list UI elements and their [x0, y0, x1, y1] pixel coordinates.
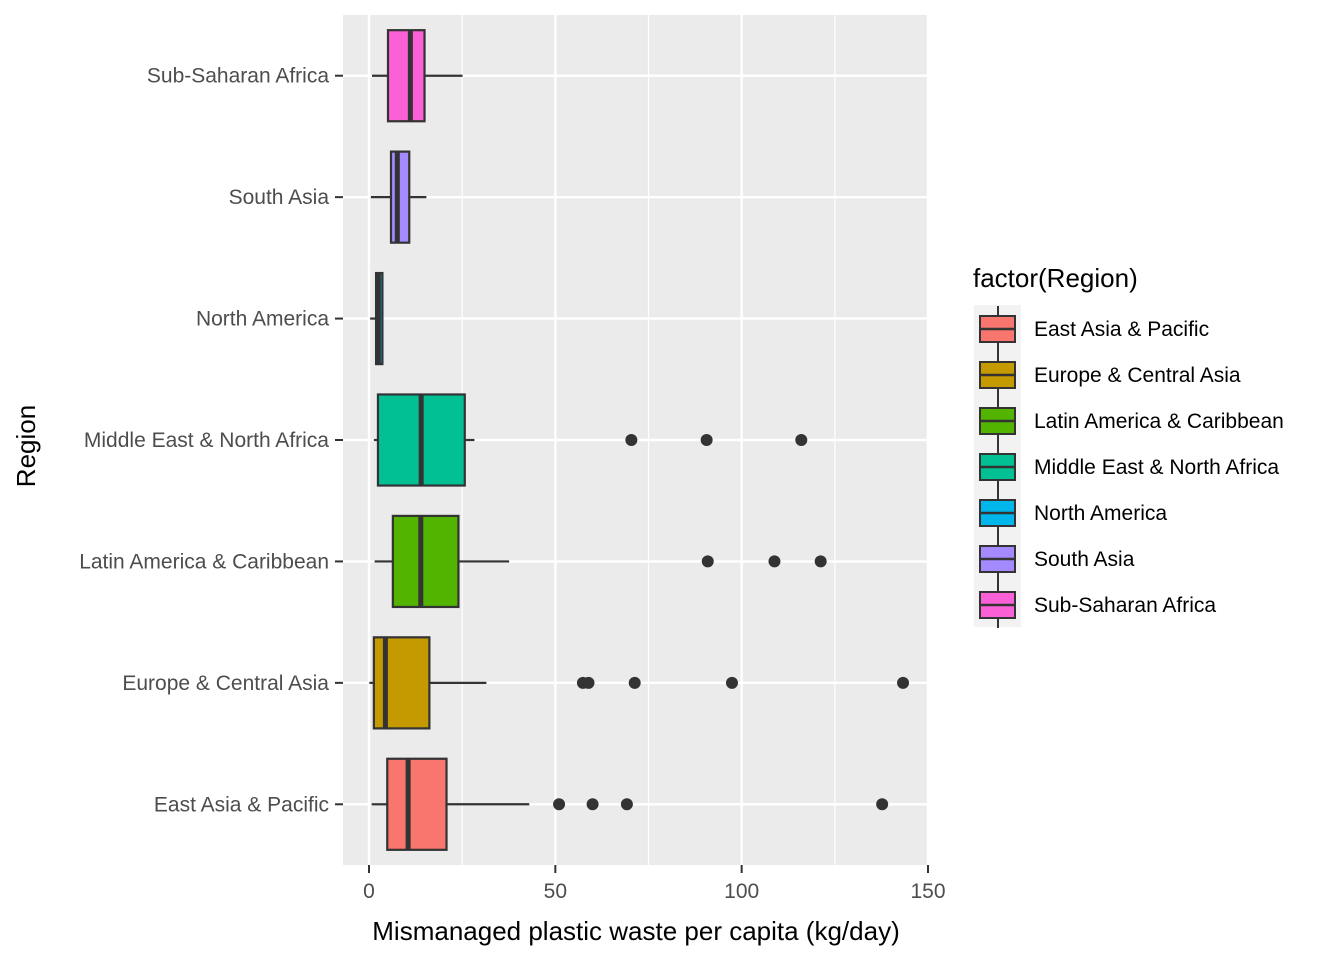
box-iqr: [372, 636, 431, 730]
legend-title: factor(Region): [973, 263, 1138, 293]
legend-item: Europe & Central Asia: [979, 352, 1241, 398]
legend-label: East Asia & Pacific: [1034, 318, 1209, 341]
x-axis: 0 50 100 150: [363, 865, 946, 903]
x-tick-label: 150: [910, 880, 945, 903]
x-tick-label: 0: [363, 880, 375, 903]
legend-label: Latin America & Caribbean: [1034, 410, 1284, 433]
legend-items: East Asia & Pacific Europe & Central Asia…: [979, 306, 1284, 628]
outlier-point: [897, 676, 910, 689]
outlier-point: [876, 798, 889, 811]
outlier-point: [586, 798, 599, 811]
outlier-point: [701, 555, 714, 568]
box-latin-america-caribbean: [374, 514, 827, 609]
legend-label: North America: [1034, 502, 1167, 525]
y-tick-label: South Asia: [229, 186, 330, 209]
y-tick-label: Europe & Central Asia: [122, 672, 329, 695]
legend-item: South Asia: [979, 536, 1135, 582]
outlier-point: [553, 798, 566, 811]
outlier-point: [628, 676, 641, 689]
outlier-point: [725, 676, 738, 689]
x-tick-label: 50: [544, 880, 567, 903]
y-tick-label: Middle East & North Africa: [84, 429, 329, 452]
y-tick-label: North America: [196, 308, 329, 331]
legend-item: Sub-Saharan Africa: [979, 582, 1216, 628]
legend-label: Middle East & North Africa: [1034, 456, 1279, 479]
legend-item: Latin America & Caribbean: [979, 398, 1284, 444]
box-south-asia: [370, 150, 427, 244]
legend-label: Europe & Central Asia: [1034, 364, 1241, 387]
legend-item: Middle East & North Africa: [979, 444, 1279, 490]
box-north-america: [370, 271, 384, 366]
outlier-point: [814, 555, 827, 568]
legend-item: North America: [979, 490, 1167, 536]
outlier-point: [700, 434, 713, 446]
outlier-point: [625, 434, 638, 446]
box-east-asia-pacific: [371, 757, 889, 851]
legend: factor(Region) East Asia & Pacific Europe…: [973, 263, 1284, 628]
legend-item: East Asia & Pacific: [979, 306, 1209, 352]
outlier-point: [620, 798, 633, 811]
box-iqr: [391, 514, 460, 609]
outlier-point: [768, 555, 781, 568]
box-iqr: [386, 757, 448, 851]
x-tick-label: 100: [724, 880, 759, 903]
y-axis-title: Region: [11, 405, 41, 487]
legend-label: South Asia: [1034, 548, 1135, 571]
box-europe-central-asia: [369, 636, 910, 730]
outlier-point: [582, 676, 595, 689]
box-iqr: [389, 150, 411, 244]
box-middle-east-north-africa: [373, 393, 808, 487]
x-axis-title: Mismanaged plastic waste per capita (kg/…: [372, 916, 899, 946]
y-tick-label: Sub-Saharan Africa: [147, 65, 329, 88]
outlier-point: [795, 434, 808, 446]
y-tick-label: Latin America & Caribbean: [79, 550, 329, 573]
y-tick-label: East Asia & Pacific: [154, 793, 329, 816]
y-axis: East Asia & Pacific Europe & Central Asia…: [79, 65, 343, 816]
box-sub-saharan-africa: [371, 29, 463, 123]
legend-label: Sub-Saharan Africa: [1034, 594, 1216, 617]
box-layer: [369, 29, 910, 851]
box-iqr: [386, 29, 426, 123]
